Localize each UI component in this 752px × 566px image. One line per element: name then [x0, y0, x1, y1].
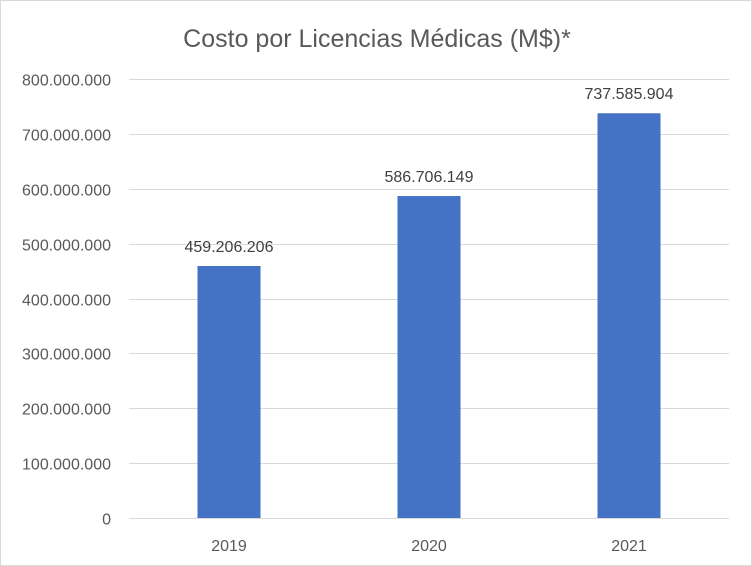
y-tick-label: 100.000.000	[22, 457, 111, 474]
y-tick-label: 800.000.000	[22, 73, 111, 90]
x-tick-label-2021: 2021	[611, 538, 647, 555]
x-tick-label-2020: 2020	[411, 538, 447, 555]
chart-title: Costo por Licencias Médicas (M$)*	[183, 25, 571, 53]
data-label-2019: 459.206.206	[185, 239, 274, 256]
y-tick-label: 500.000.000	[22, 238, 111, 255]
data-label-2020: 586.706.149	[385, 169, 474, 186]
x-tick-label-2019: 2019	[211, 538, 247, 555]
y-tick-label: 700.000.000	[22, 128, 111, 145]
y-tick-label: 0	[102, 512, 111, 529]
y-tick-label: 400.000.000	[22, 293, 111, 310]
y-axis-tick-labels: 0 100.000.000 200.000.000 300.000.000 400.00…	[22, 73, 111, 529]
data-labels: 459.206.206 586.706.149 737.585.904	[185, 86, 674, 256]
data-label-2021: 737.585.904	[585, 86, 674, 103]
y-tick-label: 200.000.000	[22, 402, 111, 419]
x-axis-tick-labels: 2019 2020 2021	[211, 538, 647, 555]
bars	[197, 113, 661, 519]
bar-2019	[197, 266, 261, 518]
y-tick-label: 300.000.000	[22, 347, 111, 364]
bar-2021	[597, 113, 661, 519]
bar-2020	[397, 196, 461, 519]
y-tick-label: 600.000.000	[22, 183, 111, 200]
